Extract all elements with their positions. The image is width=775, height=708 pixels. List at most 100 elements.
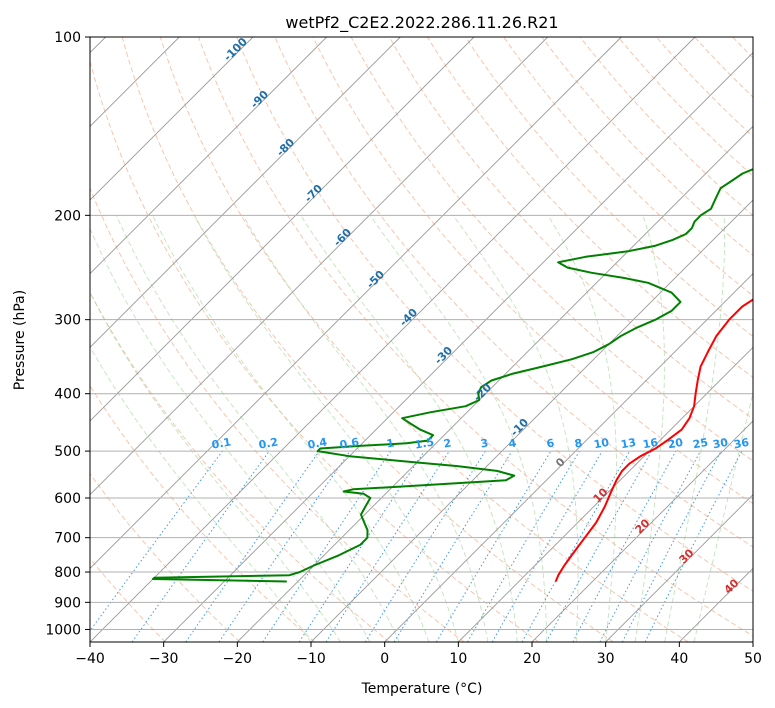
background-lines bbox=[90, 37, 775, 642]
dry-adiabat bbox=[656, 37, 753, 138]
mixing-ratio-line bbox=[185, 450, 320, 642]
dry-adiabat bbox=[90, 291, 390, 642]
y-tick-label: 700 bbox=[54, 531, 81, 547]
mixing-ratio-line bbox=[298, 450, 425, 642]
dry-adiabat bbox=[541, 37, 753, 257]
x-tick-label: 10 bbox=[449, 651, 467, 667]
dewpoint-line bbox=[152, 168, 753, 583]
mixing-ratio-line bbox=[545, 450, 653, 642]
isotherm-line bbox=[90, 37, 327, 275]
isotherm-line bbox=[237, 125, 753, 642]
isotherm-line bbox=[90, 37, 401, 348]
mixing-ratio-label: 0.6 bbox=[339, 435, 361, 451]
y-tick-label: 300 bbox=[54, 313, 81, 329]
moist-adiabat bbox=[547, 215, 617, 642]
x-tick-label: 40 bbox=[670, 651, 688, 667]
mixing-ratio-label: 8 bbox=[573, 436, 583, 450]
mixing-ratio-line bbox=[364, 450, 486, 642]
temperature-line bbox=[554, 298, 753, 582]
mixing-ratio-label: 20 bbox=[667, 436, 685, 452]
mixing-ratio-line bbox=[90, 450, 223, 632]
isotherm-line bbox=[752, 641, 753, 642]
dry-adiabat-label: -80 bbox=[274, 136, 297, 159]
moist-adiabat bbox=[152, 215, 430, 642]
dry-adiabat-label: -70 bbox=[302, 182, 325, 205]
chart-title: wetPf2_C2E2.2022.286.11.26.R21 bbox=[285, 13, 558, 33]
x-tick-label: −30 bbox=[149, 651, 179, 667]
isobar-gridlines bbox=[90, 37, 753, 630]
x-axis: −40 −30 −20 −10 0 10 20 30 40 50 bbox=[75, 642, 762, 667]
dry-adiabat bbox=[198, 37, 753, 637]
dry-adiabat bbox=[465, 37, 753, 337]
moist-adiabat bbox=[664, 215, 726, 642]
mixing-ratio-label: 16 bbox=[642, 436, 660, 452]
y-tick-label: 600 bbox=[54, 491, 81, 507]
x-tick-label: −20 bbox=[223, 651, 253, 667]
y-tick-label: 1000 bbox=[45, 622, 81, 638]
x-tick-label: −10 bbox=[296, 651, 326, 667]
mixing-ratio-label: 30 bbox=[712, 436, 730, 452]
moist-adiabat bbox=[90, 291, 341, 642]
mixing-ratio-label: 13 bbox=[620, 436, 637, 451]
moist-adiabat bbox=[634, 215, 665, 642]
mixing-ratio-line bbox=[218, 450, 351, 642]
moist-adiabat bbox=[693, 391, 753, 642]
dry-adiabat bbox=[503, 37, 753, 297]
isotherm-line bbox=[90, 37, 475, 422]
mixing-ratio-line bbox=[572, 450, 677, 642]
x-tick-label: 0 bbox=[380, 651, 389, 667]
mixing-ratio-label: 1.5 bbox=[414, 435, 435, 451]
dry-adiabat bbox=[350, 37, 753, 462]
y-tick-label: 900 bbox=[54, 595, 81, 611]
mixing-ratio-label: 25 bbox=[692, 436, 709, 451]
mixing-ratio-line bbox=[644, 450, 743, 642]
isotherm-line bbox=[310, 199, 753, 642]
y-tick-label: 400 bbox=[54, 387, 81, 403]
mixing-ratio-label: 4 bbox=[507, 436, 517, 450]
dry-adiabat bbox=[90, 384, 315, 642]
isotherm-line bbox=[384, 273, 753, 642]
mixing-ratio-label: 10 bbox=[593, 436, 611, 452]
x-tick-label: 20 bbox=[523, 651, 541, 667]
mixing-ratio-label: 0.4 bbox=[307, 435, 329, 451]
isotherm-line bbox=[531, 420, 753, 642]
moist-adiabat-label: 20 bbox=[633, 516, 653, 536]
dry-adiabat bbox=[121, 37, 614, 642]
dry-adiabat bbox=[388, 37, 753, 420]
dry-adiabat bbox=[236, 37, 753, 592]
x-axis-label: Temperature (°C) bbox=[361, 681, 483, 697]
isotherm-line bbox=[90, 37, 622, 569]
isotherm-line bbox=[90, 37, 254, 201]
x-tick-label: −40 bbox=[75, 651, 105, 667]
dry-adiabat-label: -40 bbox=[397, 306, 420, 329]
mixing-ratio-label: 3 bbox=[479, 436, 489, 450]
moist-adiabat-label: 0 bbox=[553, 455, 568, 470]
dry-adiabat bbox=[732, 37, 753, 59]
dry-adiabat bbox=[90, 557, 166, 642]
x-tick-label: 30 bbox=[597, 651, 615, 667]
y-tick-label: 500 bbox=[54, 444, 81, 460]
mixing-ratio-line bbox=[393, 450, 513, 642]
dry-adiabat bbox=[90, 473, 241, 642]
moist-adiabat-label: 40 bbox=[722, 576, 742, 596]
moist-adiabat bbox=[300, 215, 518, 642]
mixing-ratio-line bbox=[621, 450, 722, 642]
moist-adiabat bbox=[193, 215, 459, 642]
dry-adiabat-label: -10 bbox=[508, 416, 531, 439]
dry-adiabat-label: -30 bbox=[432, 344, 455, 367]
isotherm-line bbox=[605, 494, 753, 642]
background-line-labels: -100-90-80-70-60-50-40-30-20-10010203040… bbox=[211, 35, 751, 597]
dry-adiabat bbox=[274, 37, 753, 548]
dry-adiabat bbox=[90, 186, 465, 642]
y-tick-label: 100 bbox=[54, 30, 81, 46]
profile-lines bbox=[152, 168, 753, 583]
moist-adiabat-label: 10 bbox=[591, 485, 611, 505]
y-tick-label: 800 bbox=[54, 565, 81, 581]
mixing-ratio-line bbox=[435, 450, 552, 642]
isotherm-line bbox=[90, 37, 696, 642]
mixing-ratio-label: 0.2 bbox=[258, 435, 279, 451]
mixing-ratio-label: 1 bbox=[385, 436, 395, 450]
dry-adiabat bbox=[771, 37, 775, 642]
mixing-ratio-label: 6 bbox=[545, 436, 555, 450]
x-tick-label: 50 bbox=[744, 651, 762, 667]
